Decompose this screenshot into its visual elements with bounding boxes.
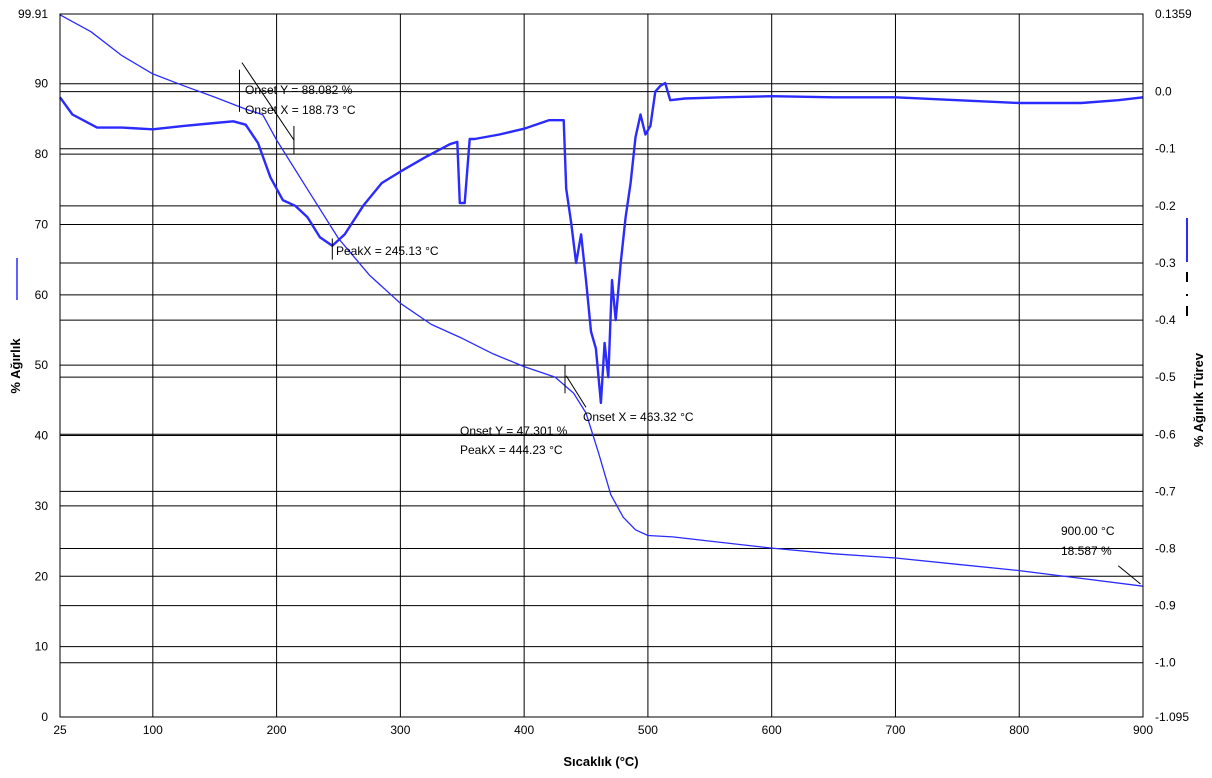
annotation-onset-x-1: Onset X = 188.73 °C — [245, 103, 356, 117]
annotation-onset-x-2: Onset X = 463.32 °C — [583, 410, 694, 424]
y-left-tick-label: 80 — [35, 147, 49, 161]
annotation-markers — [238, 62, 1141, 585]
x-tick-label: 25 — [53, 723, 67, 737]
y-right-tick-label: 0.1359 — [1155, 7, 1192, 21]
x-tick-label: 200 — [267, 723, 287, 737]
y-left-tick-label: 99.91 — [18, 7, 48, 21]
annotation-onset-y-2: Onset Y = 47.301 % — [460, 424, 568, 438]
y-left-tick-label: 50 — [35, 358, 49, 372]
annotation-onset-y-1: Onset Y = 88.082 % — [245, 83, 353, 97]
x-tick-label: 700 — [885, 723, 905, 737]
y-right-tick-label: 0.0 — [1155, 85, 1172, 99]
y-left-tick-label: 70 — [35, 217, 49, 231]
y-left-tick-label: 40 — [35, 429, 49, 443]
y-right-axis-label: % Ağırlık Türev — [1191, 352, 1206, 447]
y-right-tick-label: -0.2 — [1155, 199, 1176, 213]
annotation-marker — [241, 62, 295, 141]
x-tick-label: 300 — [390, 723, 410, 737]
y-right-tick-label: -1.0 — [1155, 656, 1176, 670]
y-right-tick-label: -0.5 — [1155, 370, 1176, 384]
y-right-tick-label: -0.9 — [1155, 599, 1176, 613]
y-left-tick-label: 90 — [35, 77, 49, 91]
y-left-tick-label: 20 — [35, 569, 49, 583]
annotation-end-temp: 900.00 °C — [1061, 524, 1115, 538]
x-tick-label: 400 — [514, 723, 534, 737]
grid-lines — [59, 14, 1144, 717]
x-tick-label: 100 — [143, 723, 163, 737]
y-right-tick-label: -0.8 — [1155, 542, 1176, 556]
y-left-tick-label: 0 — [41, 710, 48, 724]
x-tick-label: 500 — [638, 723, 658, 737]
annotations: Onset Y = 88.082 % Onset X = 188.73 °C P… — [245, 83, 1115, 558]
derivative-curve-line — [59, 81, 1144, 405]
plot-frame — [59, 13, 1144, 718]
y-right-tick-label: -0.7 — [1155, 484, 1176, 498]
y-right-tick-label: -0.6 — [1155, 427, 1176, 441]
annotation-end-weight: 18.587 % — [1061, 544, 1112, 558]
series-lines — [59, 14, 1144, 587]
y-right-tick-label: -0.3 — [1155, 256, 1176, 270]
y-left-tick-label: 10 — [35, 640, 49, 654]
y-right-tick-label: -1.095 — [1155, 710, 1189, 724]
y-right-tick-label: -0.1 — [1155, 142, 1176, 156]
x-axis-label: Sıcaklık (°C) — [563, 754, 638, 769]
x-tick-label: 900 — [1133, 723, 1153, 737]
annotation-peak-x-2: PeakX = 444.23 °C — [460, 443, 563, 457]
y-left-tick-label: 60 — [35, 288, 49, 302]
y-left-tick-label: 30 — [35, 499, 49, 513]
weight-curve-line — [59, 14, 1144, 587]
y-left-axis-label: % Ağırlık — [8, 338, 23, 394]
annotation-marker — [565, 375, 587, 408]
y-right-tick-label: -0.4 — [1155, 313, 1176, 327]
annotation-marker — [1117, 565, 1141, 585]
x-tick-label: 600 — [762, 723, 782, 737]
annotation-peak-x-1: PeakX = 245.13 °C — [336, 244, 439, 258]
x-tick-label: 800 — [1009, 723, 1029, 737]
tick-labels: 25 100 200 300 400 500 600 700 800 900 0 10 20 30 40 50… — [18, 7, 1192, 737]
